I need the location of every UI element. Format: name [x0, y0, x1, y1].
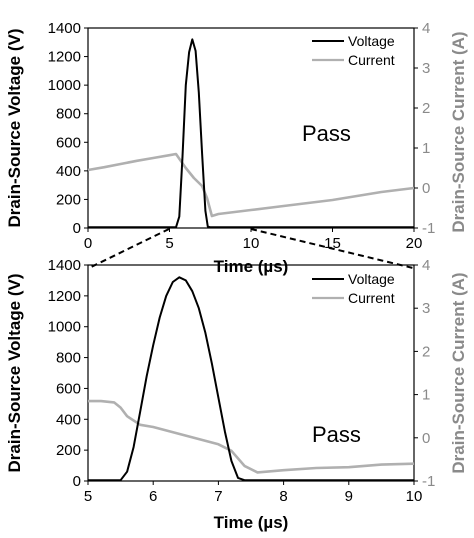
top-left-tick-label: 1400	[48, 20, 81, 37]
bottom-left-tick-label: 200	[56, 442, 81, 459]
top-series-current-line	[87, 152, 415, 218]
bottom-x-tick-label: 10	[406, 488, 423, 505]
bottom-right-tick-label: 0	[422, 430, 430, 447]
bottom-x-tick-label: 7	[214, 488, 222, 505]
top-legend-label-current: Current	[348, 52, 395, 68]
top-right-tick-label: 3	[422, 60, 430, 77]
bottom-y-axis-title: Drain-Source Voltage (V)	[5, 274, 24, 473]
top-right-tick-label: 0	[422, 180, 430, 197]
bottom-left-tick-label: 0	[73, 473, 81, 490]
bottom-right-axis: -1 0 1 2 3 4	[414, 257, 435, 490]
top-legend: Voltage Current	[312, 33, 395, 68]
top-right-tick-label: 1	[422, 140, 430, 157]
bottom-left-tick-label: 1200	[48, 288, 81, 305]
bottom-left-tick-label: 800	[56, 350, 81, 367]
top-legend-label-voltage: Voltage	[348, 33, 395, 49]
top-x-tick-label: 15	[324, 235, 341, 252]
top-left-tick-label: 600	[56, 134, 81, 151]
bottom-legend: Voltage Current	[312, 271, 395, 306]
bottom-right-tick-label: 4	[422, 257, 430, 274]
top-right-tick-label: -1	[422, 220, 435, 237]
bottom-x-tick-label: 5	[84, 488, 92, 505]
top-y-axis-title: Drain-Source Voltage (V)	[5, 29, 24, 228]
top-x-tick-label: 10	[243, 235, 260, 252]
top-right-axis: -1 0 1 2 3 4	[414, 20, 435, 237]
zoom-connector-right	[250, 228, 414, 269]
bottom-legend-label-voltage: Voltage	[348, 271, 395, 287]
top-left-tick-label: 400	[56, 163, 81, 180]
bottom-left-tick-label: 400	[56, 411, 81, 428]
bottom-series-voltage-line	[88, 276, 414, 482]
top-left-tick-label: 1200	[48, 49, 81, 66]
bottom-left-tick-label: 1400	[48, 257, 81, 274]
bottom-series-current-line	[88, 399, 415, 474]
bottom-x-tick-label: 9	[345, 488, 353, 505]
top-annotation: Pass	[302, 121, 351, 146]
bottom-left-tick-label: 600	[56, 380, 81, 397]
bottom-right-tick-label: -1	[422, 473, 435, 490]
zoom-connector-left	[88, 228, 170, 269]
top-x-tick-label: 5	[165, 235, 173, 252]
top-left-tick-label: 800	[56, 106, 81, 123]
bottom-x-axis: 5 6 7 8 9 10	[84, 481, 423, 505]
top-x-tick-label: 0	[84, 235, 92, 252]
top-left-tick-label: 0	[73, 220, 81, 237]
top-x-axis: 0 5 10 15 20	[84, 228, 423, 252]
bottom-x-tick-label: 6	[149, 488, 157, 505]
top-y2-axis-title: Drain-Source Current (A)	[449, 31, 468, 232]
bottom-annotation: Pass	[312, 422, 361, 447]
bottom-chart: 0 200 400 600 800 1000 1200 1400 -1 0 1 2 3 4 5 6 7 8 9 1…	[5, 257, 468, 532]
top-left-axis: 0 200 400 600 800 1000 1200 1400	[48, 20, 88, 237]
top-right-tick-label: 4	[422, 20, 430, 37]
bottom-right-tick-label: 3	[422, 300, 430, 317]
top-right-tick-label: 2	[422, 100, 430, 117]
top-left-tick-label: 1000	[48, 77, 81, 94]
bottom-left-axis: 0 200 400 600 800 1000 1200 1400	[48, 257, 88, 490]
bottom-series-group	[88, 276, 415, 482]
top-x-axis-title: Time (µs)	[214, 257, 289, 276]
bottom-y2-axis-title: Drain-Source Current (A)	[449, 272, 468, 473]
top-left-tick-label: 200	[56, 191, 81, 208]
top-chart: 0 200 400 600 800 1000 1200 1400 -1 0 1 2 3 4 0 5 10 15…	[5, 20, 468, 276]
bottom-x-axis-title: Time (µs)	[214, 513, 289, 532]
bottom-right-tick-label: 1	[422, 387, 430, 404]
top-x-tick-label: 20	[406, 235, 423, 252]
bottom-legend-label-current: Current	[348, 290, 395, 306]
bottom-x-tick-label: 8	[279, 488, 287, 505]
bottom-right-tick-label: 2	[422, 343, 430, 360]
bottom-left-tick-label: 1000	[48, 319, 81, 336]
top-series-group	[87, 38, 415, 229]
top-series-voltage-line	[88, 38, 414, 229]
